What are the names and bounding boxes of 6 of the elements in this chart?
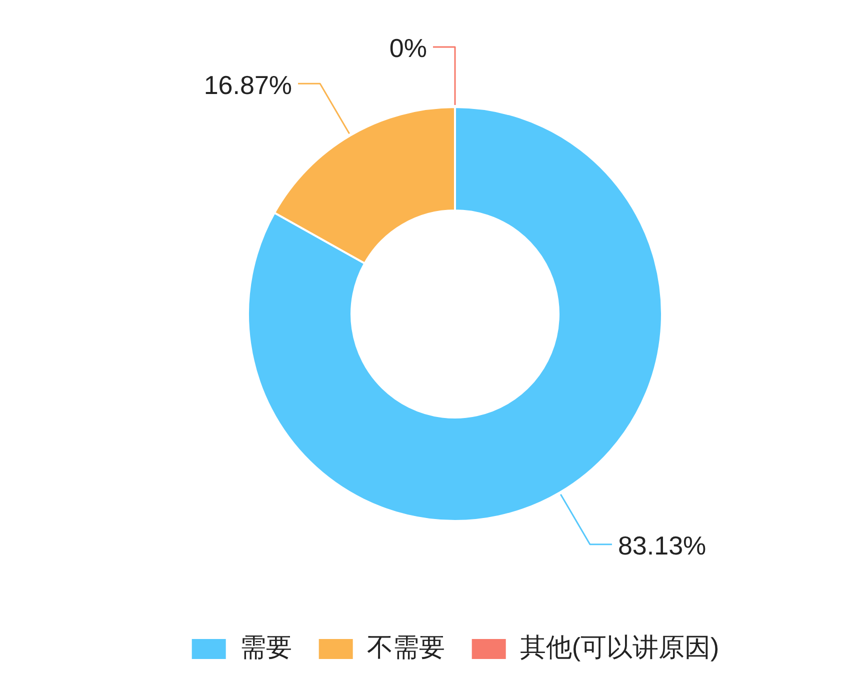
legend-label: 不需要 xyxy=(366,632,445,662)
legend-label: 其他(可以讲原因) xyxy=(520,632,720,662)
data-label: 16.87% xyxy=(204,70,292,100)
text: 0% xyxy=(389,33,427,64)
legend-label: 需要 xyxy=(240,632,292,662)
data-label: 83.13% xyxy=(618,530,706,561)
